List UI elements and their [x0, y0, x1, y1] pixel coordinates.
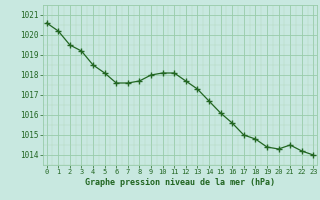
- X-axis label: Graphe pression niveau de la mer (hPa): Graphe pression niveau de la mer (hPa): [85, 178, 275, 187]
